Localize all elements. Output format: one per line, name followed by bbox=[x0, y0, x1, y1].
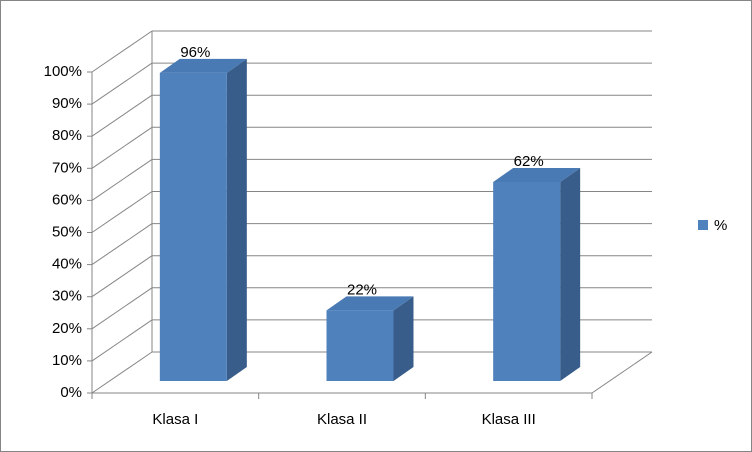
legend-label: % bbox=[714, 217, 727, 234]
grid-line bbox=[91, 62, 153, 105]
bar bbox=[159, 72, 227, 381]
y-tick-label: 40% bbox=[52, 256, 82, 273]
y-tick-label: 100% bbox=[44, 63, 82, 80]
y-tick-label: 0% bbox=[60, 384, 82, 401]
bar-side bbox=[560, 167, 581, 381]
grid-line bbox=[91, 30, 153, 73]
floor-edge bbox=[591, 351, 653, 394]
grid-line bbox=[91, 126, 153, 169]
grid-line bbox=[91, 191, 153, 233]
grid-line bbox=[91, 255, 153, 298]
y-tick-label: 80% bbox=[52, 127, 82, 144]
y-tick-label: 90% bbox=[52, 95, 82, 112]
grid-line bbox=[91, 223, 153, 266]
y-tick-label: 50% bbox=[52, 223, 82, 240]
grid-line bbox=[91, 351, 153, 394]
bar-side bbox=[226, 58, 247, 382]
x-tick-label: Klasa III bbox=[482, 411, 536, 428]
x-tick-label: Klasa II bbox=[317, 411, 367, 428]
data-label: 62% bbox=[514, 153, 544, 170]
grid-line bbox=[91, 287, 153, 330]
y-tick-label: 70% bbox=[52, 159, 82, 176]
bar bbox=[493, 181, 561, 381]
x-tick-label: Klasa I bbox=[152, 411, 198, 428]
bar-top bbox=[493, 167, 581, 182]
legend-swatch bbox=[698, 220, 708, 230]
data-label: 96% bbox=[180, 44, 210, 61]
y-tick-label: 30% bbox=[52, 288, 82, 305]
y-tick-label: 10% bbox=[52, 352, 82, 369]
grid-line bbox=[91, 319, 153, 362]
bar-top bbox=[326, 296, 414, 311]
bar-top bbox=[159, 58, 247, 73]
bar-side bbox=[393, 296, 414, 381]
data-label: 22% bbox=[347, 281, 377, 298]
y-tick-label: 60% bbox=[52, 191, 82, 208]
y-tick-label: 20% bbox=[52, 320, 82, 337]
bar bbox=[326, 310, 394, 381]
grid-line bbox=[91, 94, 153, 137]
grid-line bbox=[91, 158, 153, 201]
